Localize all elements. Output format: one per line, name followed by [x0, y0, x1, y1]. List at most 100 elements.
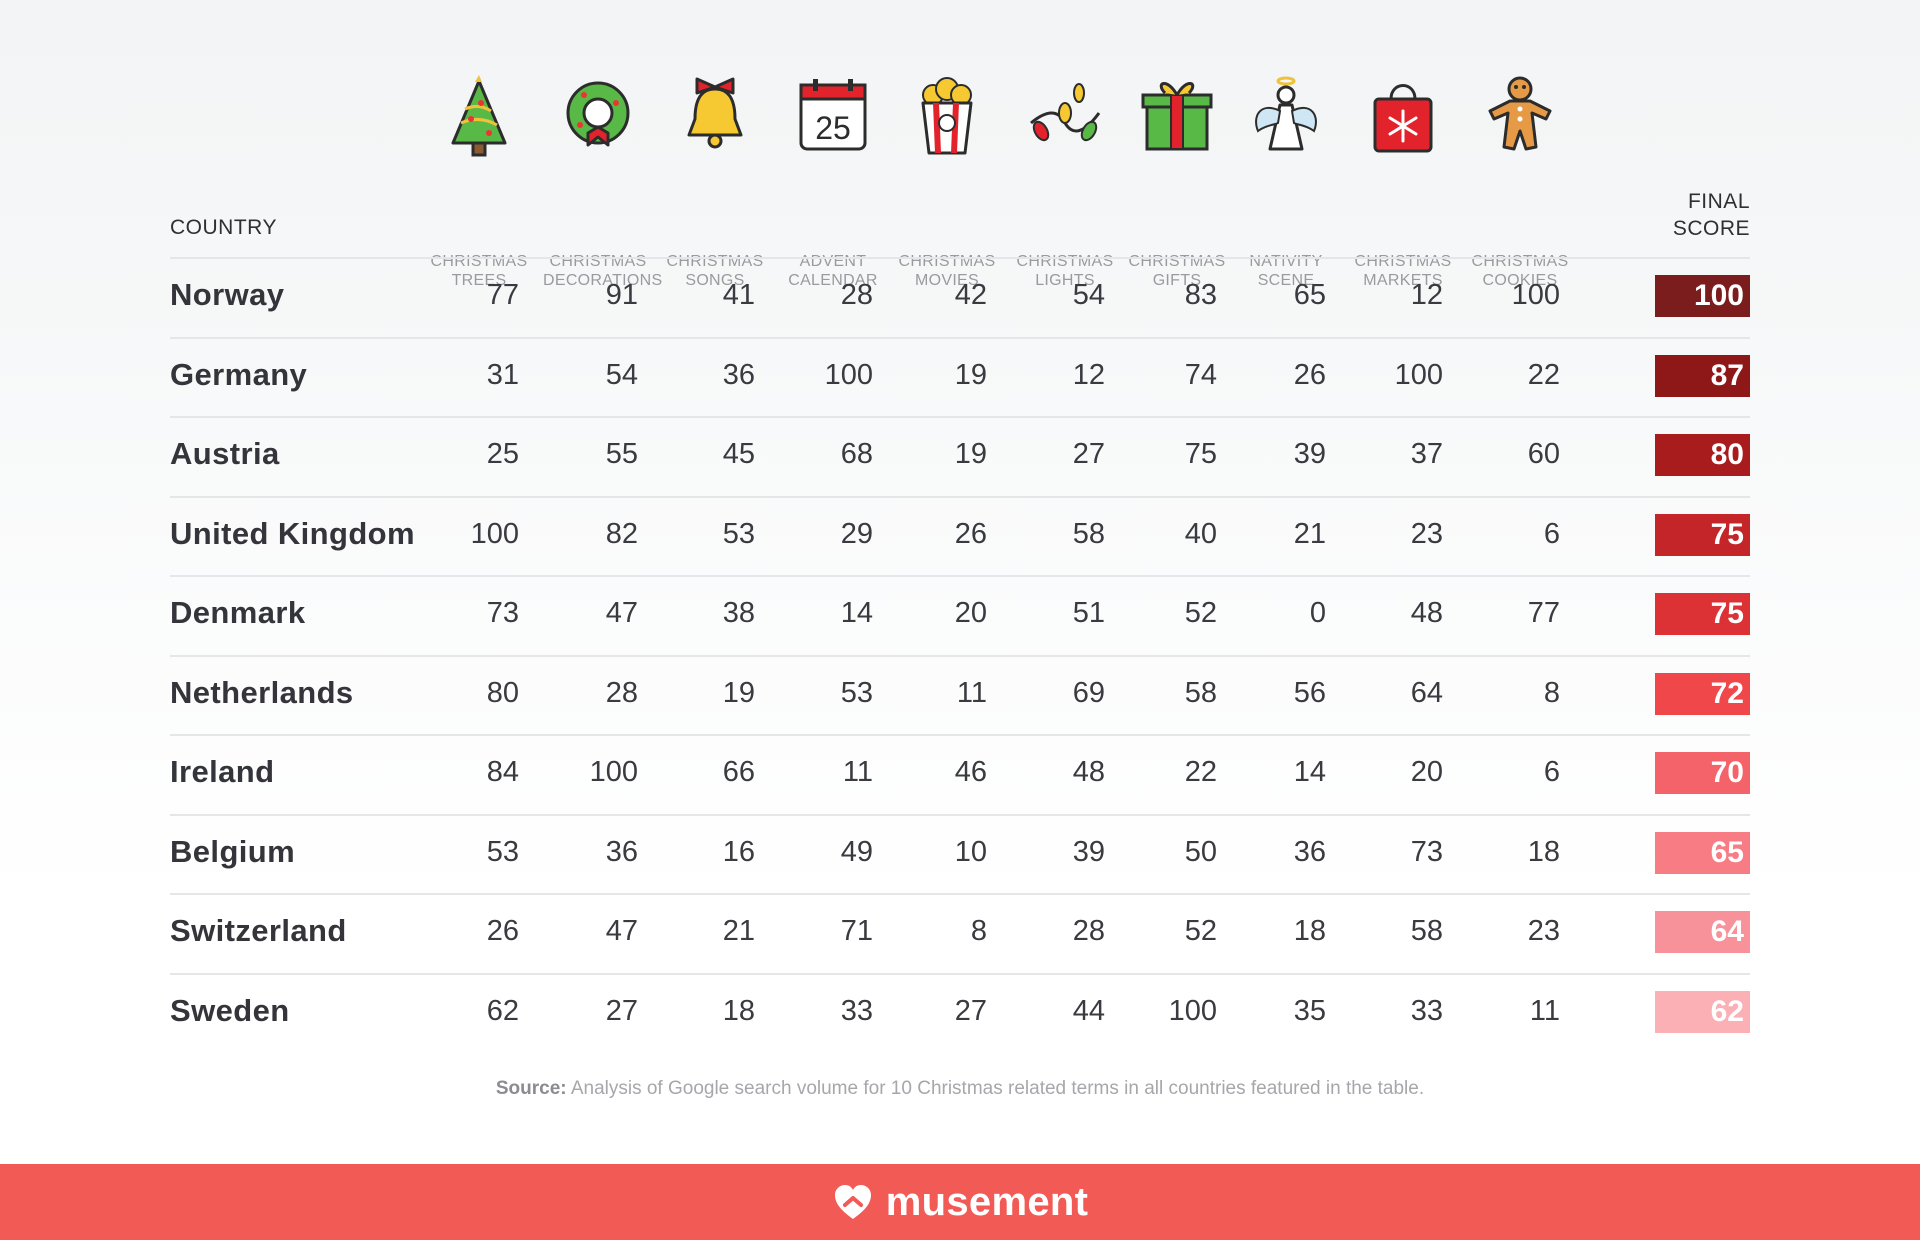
table-cell: 11	[842, 756, 873, 788]
country-name: Ireland	[170, 754, 275, 789]
country-name: Denmark	[170, 595, 306, 630]
table-cell: 73	[486, 597, 519, 629]
table-cell: 11	[1529, 994, 1560, 1027]
final-score-column-header: FINAL SCORE	[1672, 190, 1750, 240]
table-cell: 18	[1527, 835, 1560, 868]
table-cell: 23	[1527, 915, 1560, 947]
country-name: Switzerland	[170, 913, 347, 948]
table-cell: 36	[1293, 835, 1326, 868]
table-cell: 8	[1543, 676, 1560, 709]
table-cell: 27	[605, 994, 638, 1027]
row-divider	[170, 495, 1750, 498]
table-cell: 75	[1184, 438, 1217, 470]
table-cell: 82	[605, 517, 638, 550]
table-cell: 46	[954, 756, 987, 788]
country-name: Norway	[170, 277, 285, 312]
table-cell: 25	[486, 438, 519, 470]
table-cell: 100	[824, 358, 873, 391]
country-name: Netherlands	[170, 674, 354, 710]
table-cell: 56	[1293, 676, 1326, 709]
table-cell: 10	[954, 835, 987, 868]
final-score-badge: 65	[1655, 831, 1750, 874]
row-divider	[170, 575, 1750, 577]
table-cell: 22	[1527, 358, 1560, 391]
table-cell: 47	[605, 915, 638, 947]
table-cell: 64	[1410, 676, 1443, 709]
final-score-badge: 75	[1655, 593, 1750, 635]
table-cell: 48	[1410, 597, 1443, 629]
table-cell: 28	[840, 279, 873, 311]
table-cell: 77	[486, 279, 519, 311]
table-cell: 37	[1410, 438, 1443, 470]
table-cell: 35	[1293, 994, 1326, 1027]
table-cell: 91	[605, 279, 638, 311]
country-column-header: COUNTRY	[170, 216, 277, 239]
table-cell: 16	[722, 835, 755, 868]
row-divider	[170, 734, 1750, 736]
table-cell: 71	[840, 915, 873, 947]
table-cell: 68	[840, 438, 873, 470]
table-cell: 29	[840, 517, 873, 550]
table-cell: 19	[722, 676, 755, 709]
source-label: Source:	[495, 1078, 567, 1099]
table-cell: 28	[1072, 915, 1105, 947]
table-cell: 100	[589, 756, 638, 788]
final-score-badge: 100	[1655, 275, 1750, 317]
source-footnote: Source: Analysis of Google search volume…	[0, 1078, 1920, 1100]
calendar-icon: 25	[793, 70, 873, 160]
table-cell: 14	[840, 597, 873, 629]
gift-icon	[1137, 70, 1217, 160]
final-score-badge: 64	[1655, 911, 1750, 953]
table-cell: 27	[1072, 438, 1105, 470]
gingerbread-man-icon	[1480, 70, 1560, 160]
country-name: Germany	[170, 356, 308, 392]
table-cell: 52	[1184, 915, 1217, 947]
table-cell: 8	[970, 915, 987, 947]
table-cell: 83	[1184, 279, 1217, 311]
popcorn-icon	[907, 70, 987, 160]
table-cell: 58	[1072, 517, 1105, 550]
christmas-tree-icon	[439, 70, 519, 160]
table-cell: 19	[954, 438, 987, 470]
final-score-badge: 75	[1655, 513, 1750, 556]
table-cell: 52	[1184, 597, 1217, 629]
table-cell: 27	[954, 994, 987, 1027]
table-cell: 12	[1410, 279, 1443, 311]
country-name: Sweden	[170, 992, 290, 1028]
string-lights-icon	[1025, 70, 1105, 160]
table-cell: 0	[1309, 597, 1326, 629]
table-cell: 58	[1410, 915, 1443, 947]
bell-icon	[675, 70, 755, 160]
table-cell: 73	[1410, 835, 1443, 868]
table-cell: 42	[954, 279, 987, 311]
table-cell: 58	[1184, 676, 1217, 709]
final-score-badge: 72	[1655, 672, 1750, 715]
heart-logo-icon	[834, 1185, 871, 1219]
table-cell: 6	[1543, 517, 1560, 550]
table-cell: 40	[1184, 517, 1217, 550]
table-cell: 21	[722, 915, 755, 947]
table-cell: 38	[722, 597, 755, 629]
table-cell: 69	[1072, 676, 1105, 709]
source-text: Analysis of Google search volume for 10 …	[566, 1078, 1425, 1099]
table-cell: 53	[486, 835, 519, 868]
table-cell: 54	[1072, 279, 1105, 311]
row-divider	[170, 893, 1750, 895]
table-cell: 36	[722, 358, 755, 391]
svg-text:25: 25	[815, 110, 851, 146]
table-cell: 39	[1293, 438, 1326, 470]
final-score-badge: 70	[1655, 752, 1750, 794]
table-cell: 31	[486, 358, 519, 391]
final-score-badge: 87	[1655, 354, 1750, 397]
table-cell: 36	[605, 835, 638, 868]
row-divider	[170, 972, 1750, 975]
table-cell: 41	[722, 279, 755, 311]
row-divider	[170, 813, 1750, 816]
table-cell: 39	[1072, 835, 1105, 868]
table-cell: 26	[954, 517, 987, 550]
table-cell: 44	[1072, 994, 1105, 1027]
table-cell: 74	[1184, 358, 1217, 391]
table-cell: 6	[1543, 756, 1560, 788]
final-score-badge: 62	[1655, 990, 1750, 1033]
wreath-icon	[558, 70, 638, 160]
